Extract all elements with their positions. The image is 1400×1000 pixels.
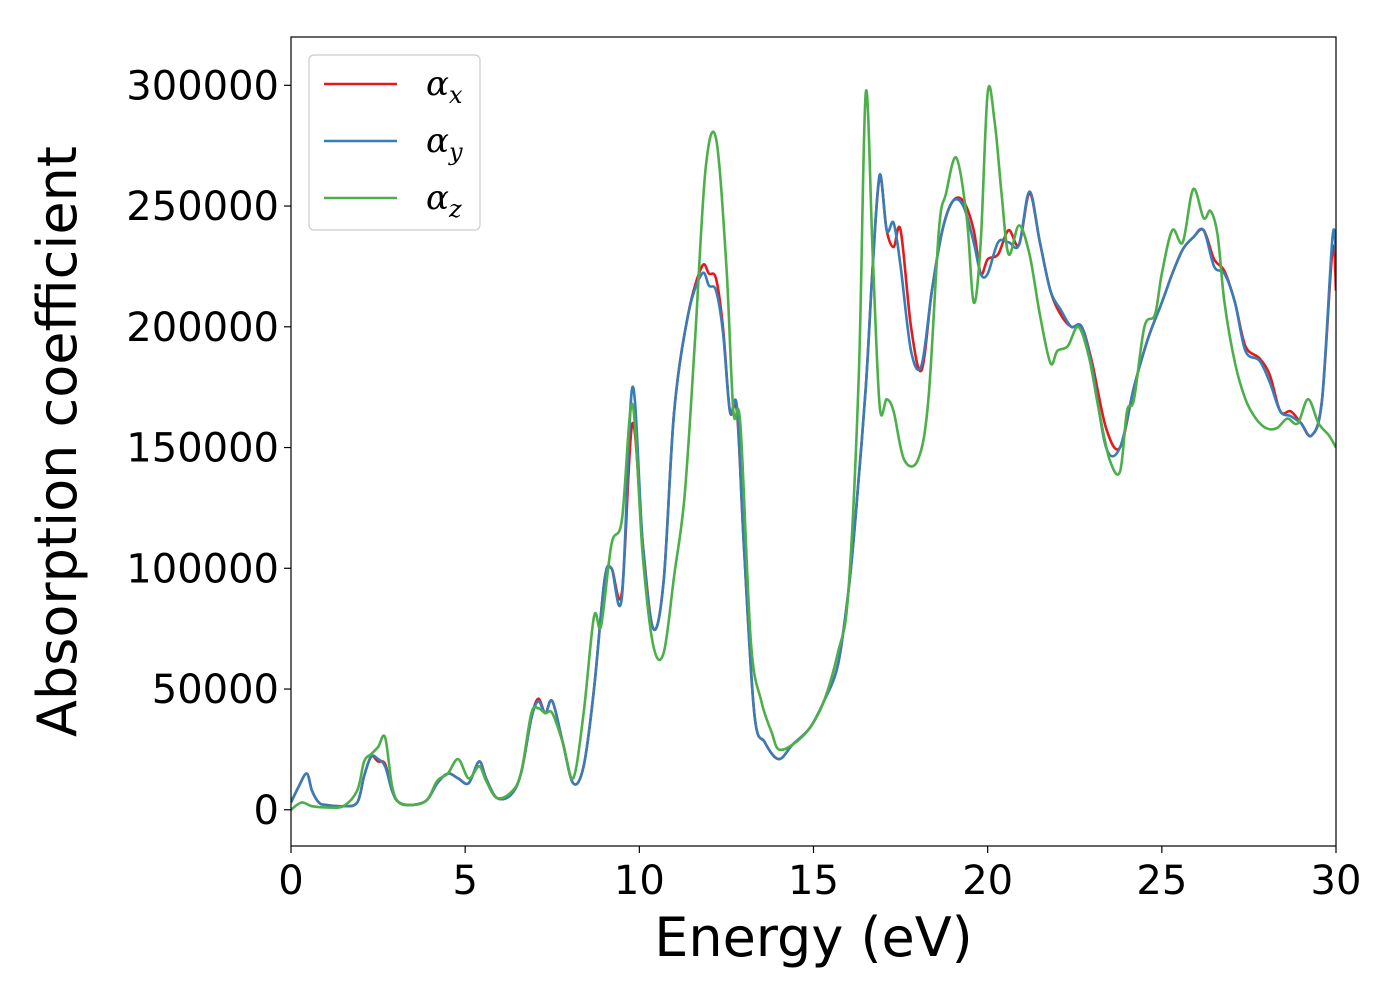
series-line-z <box>291 84 1336 811</box>
y-axis: 0 50000 100000 150000 200000 250000 300000 <box>126 63 291 834</box>
y-tick-label: 100000 <box>126 546 279 592</box>
y-axis-title: Absorption coefficient <box>26 146 89 737</box>
y-tick-label: 200000 <box>126 305 279 351</box>
legend-label-z: αz <box>426 178 462 223</box>
x-tick-label: 25 <box>1136 858 1187 904</box>
x-axis-title: Energy (eV) <box>654 906 973 969</box>
series-line-x <box>291 175 1336 808</box>
x-tick-label: 30 <box>1311 858 1362 904</box>
x-tick-label: 5 <box>452 858 477 904</box>
series-layer <box>291 84 1336 811</box>
series-line-y <box>291 173 1336 808</box>
x-tick-label: 15 <box>788 858 839 904</box>
legend-box <box>308 54 481 231</box>
x-tick-label: 10 <box>614 858 665 904</box>
y-tick-label: 300000 <box>126 63 279 109</box>
y-tick-label: 150000 <box>126 426 279 472</box>
y-tick-label: 50000 <box>152 667 279 713</box>
x-axis: 0 5 10 15 20 25 30 <box>278 846 1361 904</box>
y-tick-label: 250000 <box>126 184 279 230</box>
y-tick-label: 0 <box>254 788 279 834</box>
x-tick-label: 0 <box>278 858 303 904</box>
x-tick-label: 20 <box>962 858 1013 904</box>
